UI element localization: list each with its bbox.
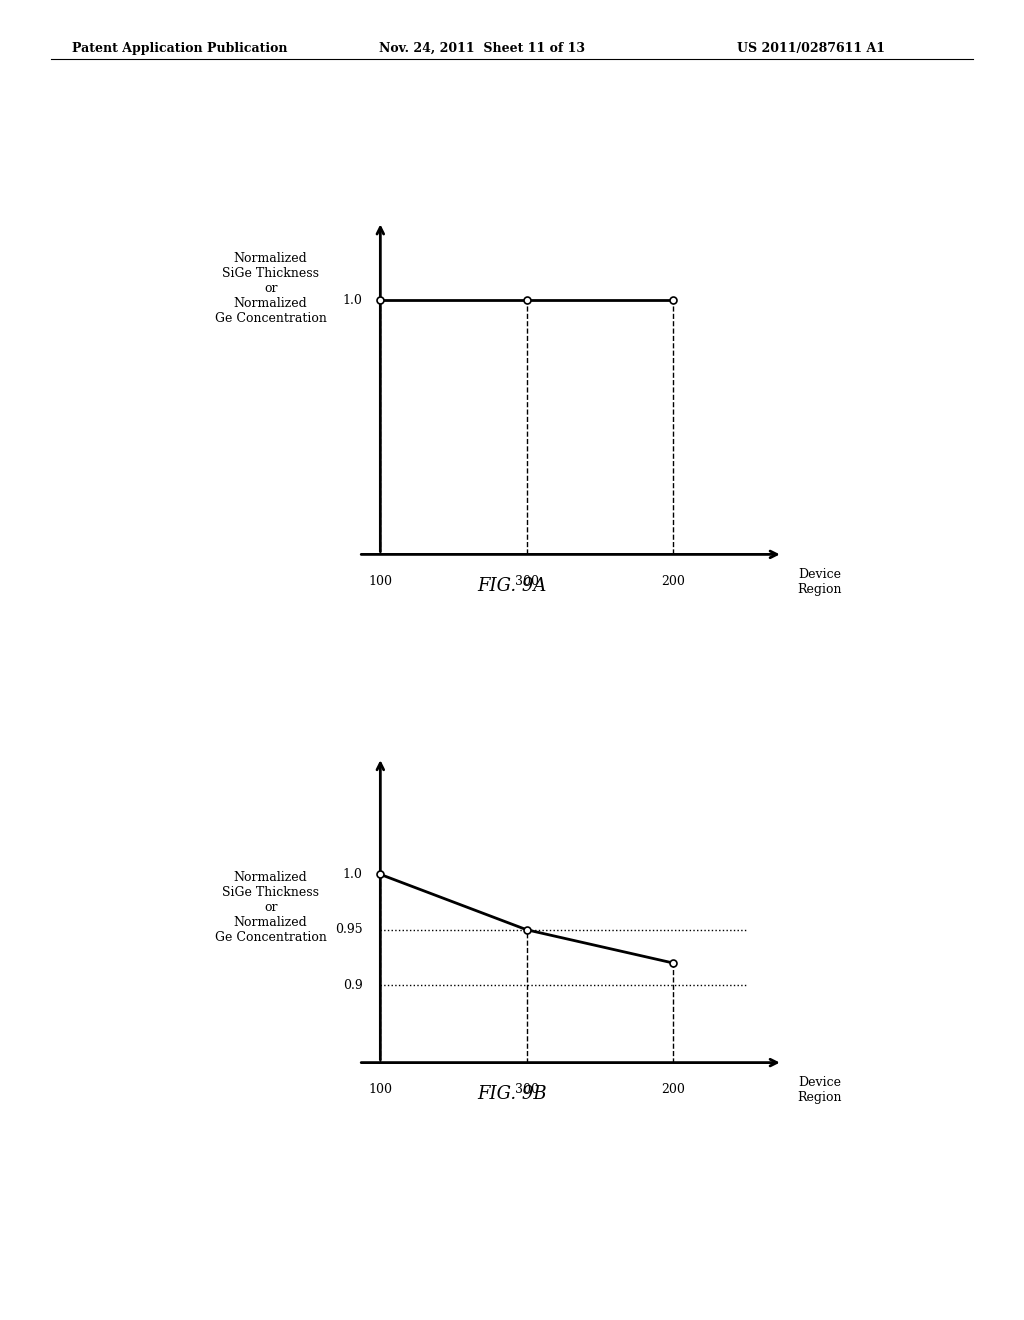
Text: Normalized
SiGe Thickness
or
Normalized
Ge Concentration: Normalized SiGe Thickness or Normalized … <box>215 252 327 326</box>
Text: 0.95: 0.95 <box>335 923 362 936</box>
Text: Device
Region: Device Region <box>798 568 842 597</box>
Text: 300: 300 <box>515 576 539 587</box>
Text: 0.9: 0.9 <box>343 978 362 991</box>
Text: FIG. 9A: FIG. 9A <box>477 577 547 595</box>
Text: 300: 300 <box>515 1084 539 1096</box>
Text: 1.0: 1.0 <box>343 293 362 306</box>
Text: 100: 100 <box>369 1084 392 1096</box>
Text: Device
Region: Device Region <box>798 1076 842 1105</box>
Text: 1.0: 1.0 <box>343 867 362 880</box>
Text: Normalized
SiGe Thickness
or
Normalized
Ge Concentration: Normalized SiGe Thickness or Normalized … <box>215 871 327 944</box>
Text: 100: 100 <box>369 576 392 587</box>
Text: 200: 200 <box>660 1084 685 1096</box>
Text: Nov. 24, 2011  Sheet 11 of 13: Nov. 24, 2011 Sheet 11 of 13 <box>379 42 585 55</box>
Text: US 2011/0287611 A1: US 2011/0287611 A1 <box>737 42 886 55</box>
Text: FIG. 9B: FIG. 9B <box>477 1085 547 1104</box>
Text: Patent Application Publication: Patent Application Publication <box>72 42 287 55</box>
Text: 200: 200 <box>660 576 685 587</box>
